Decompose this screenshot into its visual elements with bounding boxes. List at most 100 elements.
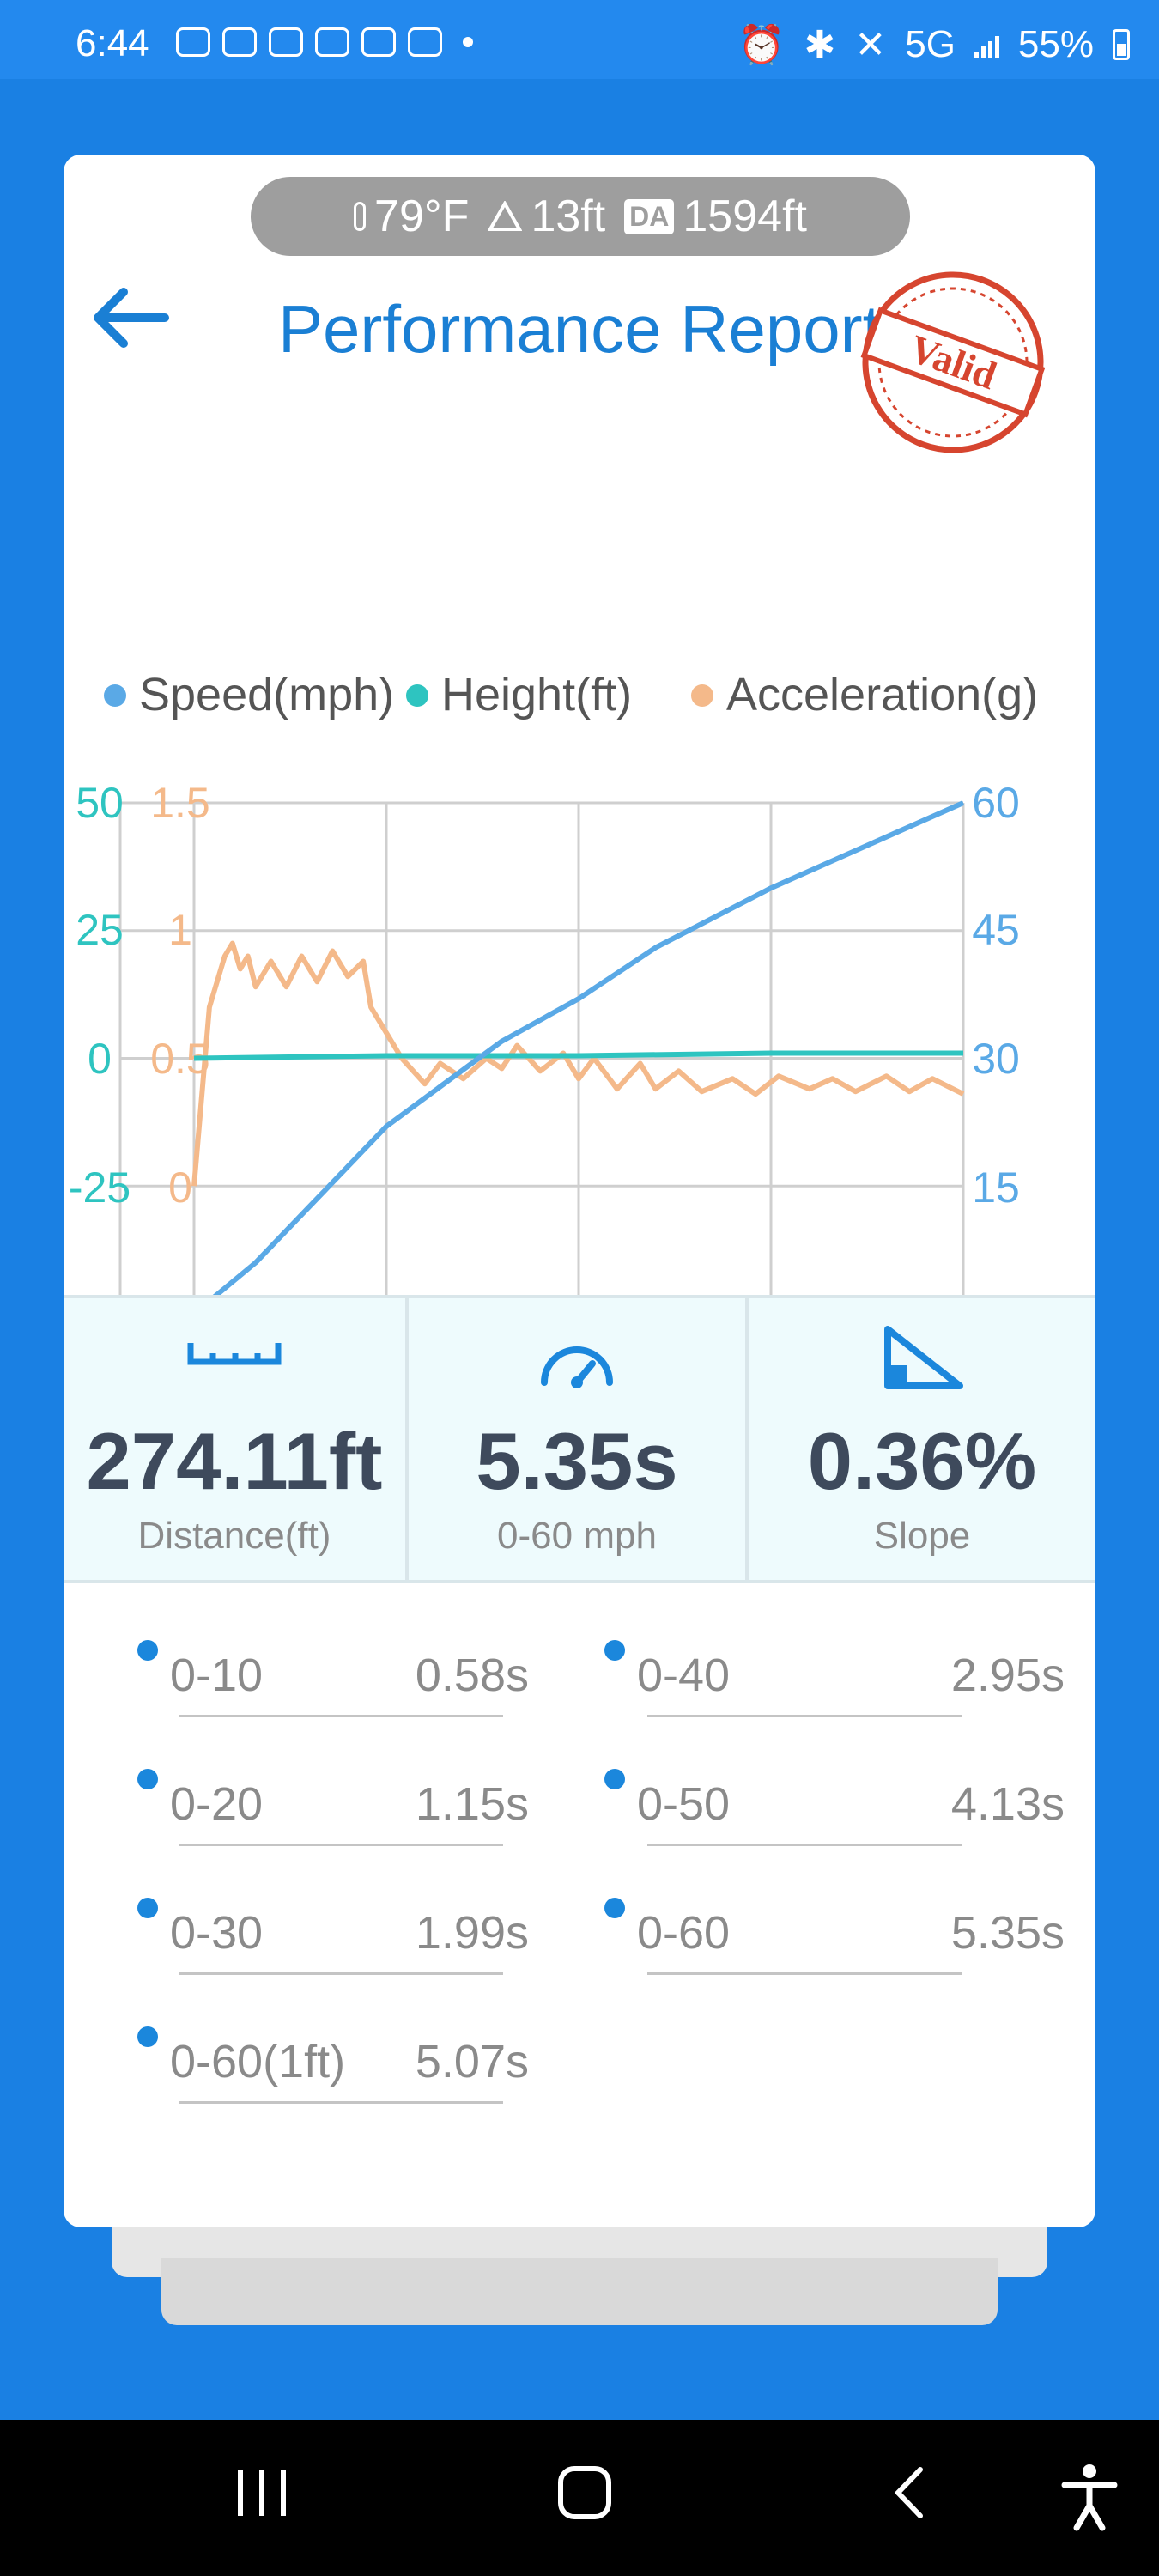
density-altitude-item: DA 1594ft <box>624 191 807 242</box>
system-nav-bar <box>0 2420 1159 2576</box>
page-title: Performance Report <box>278 291 882 367</box>
home-button[interactable] <box>555 2463 615 2523</box>
tick-label-speed: 30 <box>972 1035 1020 1083</box>
series-line <box>192 800 965 1316</box>
legend-label: Height(ft) <box>441 669 632 720</box>
tick-label-height: 25 <box>76 906 124 954</box>
bullet-icon <box>604 1769 625 1789</box>
elevation-value: 13ft <box>531 191 606 241</box>
split-item: 0-50 4.13s <box>587 1743 1065 1846</box>
divider <box>179 1844 503 1846</box>
tick-label-acceleration: 0 <box>168 1163 192 1212</box>
battery-icon <box>1113 29 1130 60</box>
message-icon <box>176 27 210 57</box>
divider <box>647 1972 962 1975</box>
bullet-icon <box>137 2026 158 2047</box>
back-arrow-icon[interactable] <box>88 283 173 352</box>
stat-distance: 274.11ft Distance(ft) <box>64 1298 405 1580</box>
bullet-icon <box>604 1898 625 1918</box>
tick-label-height: 50 <box>76 779 124 827</box>
legend-marker <box>406 684 428 707</box>
tick-label-acceleration: 1.5 <box>150 779 210 827</box>
bullet-icon <box>137 1640 158 1661</box>
bullet-icon <box>604 1640 625 1661</box>
split-time: 0.58s <box>415 1649 529 1701</box>
slope-label: Slope <box>873 1515 971 1557</box>
elevation-item: 13ft <box>488 191 605 242</box>
split-time: 2.95s <box>950 1649 1065 1701</box>
legend-label: Speed(mph) <box>139 669 394 720</box>
chart-grid <box>118 801 965 1315</box>
accessibility-button[interactable] <box>1059 2463 1120 2531</box>
valid-stamp: Valid <box>860 271 1046 453</box>
more-notifications-icon <box>463 37 473 47</box>
ruler-icon <box>187 1343 282 1365</box>
split-label: 0-30 <box>170 1907 264 1959</box>
game-app-icon <box>269 27 303 57</box>
divider <box>179 1972 503 1975</box>
series-line <box>191 940 965 1187</box>
split-label: 0-60 <box>637 1907 731 1959</box>
split-time: 5.07s <box>415 2036 529 2087</box>
density-altitude-badge: DA <box>624 198 675 234</box>
zero-sixty-label: 0-60 mph <box>497 1515 657 1557</box>
distance-label: Distance(ft) <box>137 1515 331 1557</box>
chart-legend: Speed(mph) Height(ft) Acceleration(g) <box>104 669 1038 720</box>
environment-pill: 79°F 13ft DA 1594ft <box>251 177 910 256</box>
split-label: 0-40 <box>637 1649 731 1701</box>
bullet-icon <box>137 1898 158 1918</box>
legend-marker <box>691 684 713 707</box>
tick-label-height: -25 <box>69 1163 130 1212</box>
battery-percent: 55% <box>1017 23 1094 65</box>
split-time: 5.35s <box>950 1907 1065 1959</box>
divider <box>647 1844 962 1846</box>
temperature-item: 79°F <box>354 191 469 242</box>
split-time: 1.99s <box>415 1907 529 1959</box>
split-item: 0-10 0.58s <box>100 1614 529 1717</box>
tick-label-speed: 15 <box>972 1163 1020 1212</box>
tick-label-acceleration: 1 <box>168 906 192 954</box>
slope-value: 0.36% <box>807 1416 1037 1506</box>
split-label: 0-60(1ft) <box>170 2036 346 2087</box>
recent-apps-button[interactable] <box>234 2463 290 2523</box>
alarm-icon: ⏰ <box>737 24 786 66</box>
performance-chart: Speed(mph) Height(ft) Acceleration(g) 50 25… <box>69 669 1038 1340</box>
chart-lines <box>191 800 965 1316</box>
speedometer-icon <box>541 1346 613 1388</box>
split-item: 0-20 1.15s <box>100 1743 529 1846</box>
signal-icon <box>974 31 999 58</box>
split-item: 0-60(1ft) 5.07s <box>100 2001 529 2104</box>
split-label: 0-50 <box>637 1778 731 1830</box>
split-item: 0-30 1.99s <box>100 1872 529 1975</box>
notification-icons <box>176 27 473 57</box>
temperature-value: 79°F <box>374 191 470 241</box>
split-time: 1.15s <box>415 1778 529 1830</box>
stat-zero-sixty: 5.35s 0-60 mph <box>405 1298 745 1580</box>
game-app-icon <box>361 27 396 57</box>
bluetooth-icon: ✱ <box>804 23 836 66</box>
legend-marker <box>104 684 126 707</box>
status-time: 6:44 <box>76 22 149 64</box>
mute-icon: ✕ <box>854 23 887 66</box>
tick-label-speed: 60 <box>972 779 1020 827</box>
split-label: 0-10 <box>170 1649 264 1701</box>
slope-icon <box>884 1326 963 1389</box>
status-indicators: ⏰ ✱ ✕ 5G 55% <box>738 22 1130 67</box>
report-card: 79°F 13ft DA 1594ft Performance Report V… <box>64 155 1095 2227</box>
density-altitude-value: 1594ft <box>683 191 807 241</box>
distance-value: 274.11ft <box>86 1416 383 1506</box>
stacked-card-shadow <box>161 2258 998 2325</box>
thermometer-icon <box>354 202 367 231</box>
game-app-icon <box>222 27 257 57</box>
divider <box>179 2101 503 2104</box>
back-nav-button[interactable] <box>888 2463 931 2523</box>
divider <box>179 1715 503 1717</box>
game-app-icon <box>408 27 442 57</box>
zero-sixty-value: 5.35s <box>476 1416 678 1506</box>
stats-panel: 274.11ft Distance(ft) 5.35s 0-60 mph 0.3… <box>64 1295 1095 1583</box>
series-line <box>193 1050 963 1061</box>
divider <box>647 1715 962 1717</box>
tick-label-height: 0 <box>88 1035 112 1083</box>
status-bar: 6:44 ⏰ ✱ ✕ 5G 55% <box>0 0 1159 79</box>
network-type: 5G <box>905 23 956 65</box>
